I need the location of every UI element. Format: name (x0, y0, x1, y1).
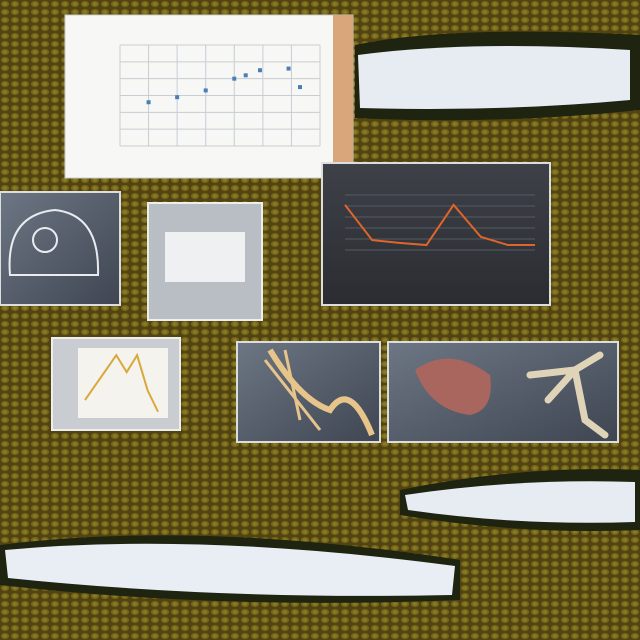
point (232, 76, 237, 81)
bone-sketch (526, 351, 609, 439)
skull-sketch (32, 227, 58, 253)
anatomy-sketch (263, 349, 322, 431)
point (203, 88, 208, 93)
mini-chart (165, 232, 245, 282)
snow-strip (405, 481, 635, 523)
snow-strip (5, 543, 455, 596)
line (84, 352, 159, 413)
point (146, 100, 151, 105)
point (298, 85, 302, 90)
line (344, 203, 535, 247)
point (286, 66, 291, 71)
panel (321, 162, 551, 306)
anatomy-sketch (267, 348, 375, 437)
point (243, 73, 248, 78)
panel (387, 341, 619, 443)
panel (236, 341, 381, 443)
panel-edge (333, 15, 353, 178)
point (175, 95, 180, 100)
snow-strip (358, 46, 630, 109)
plot-area (78, 348, 168, 418)
panel (64, 14, 354, 179)
panel (0, 191, 121, 306)
muscle-sketch (415, 358, 491, 415)
point (258, 68, 262, 73)
skull-sketch (8, 208, 100, 276)
